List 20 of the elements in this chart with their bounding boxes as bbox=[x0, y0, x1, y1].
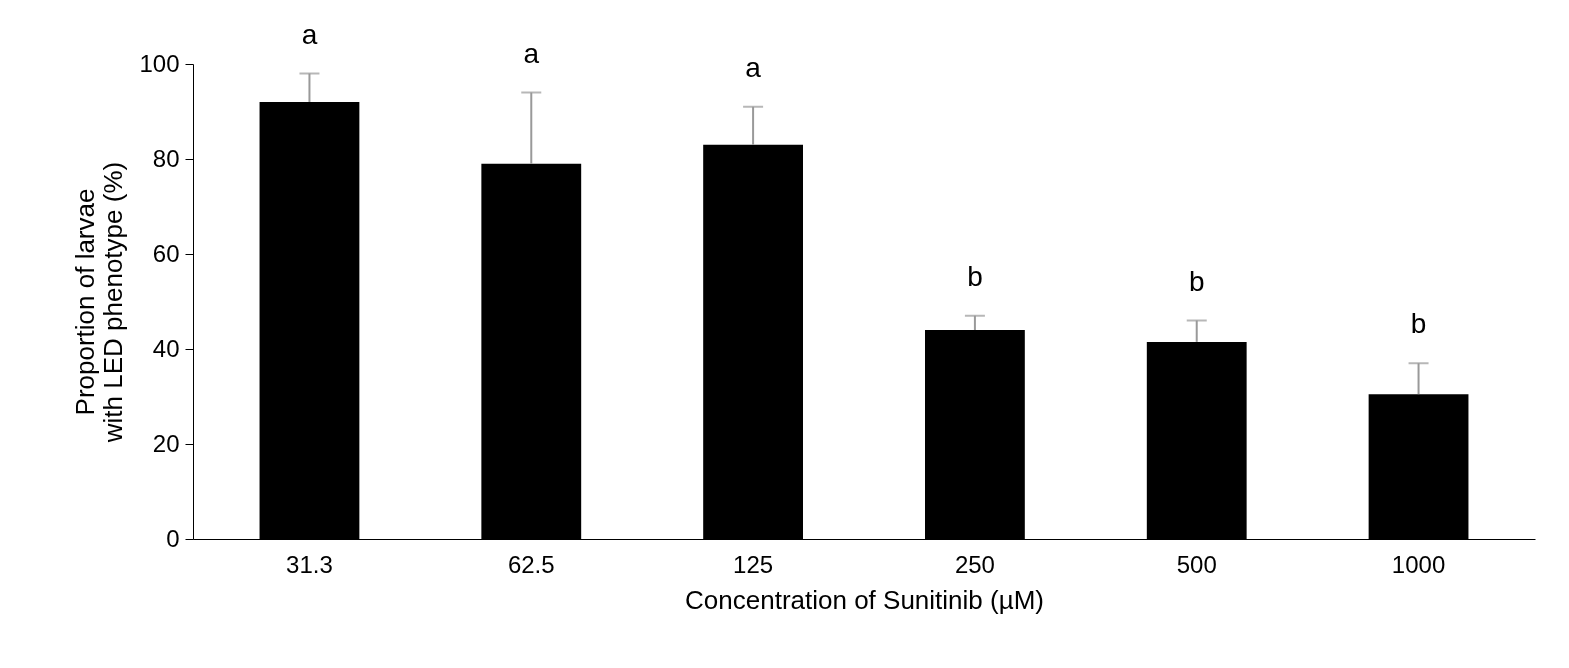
x-tick-label: 125 bbox=[733, 550, 774, 578]
annotation: b bbox=[1410, 308, 1427, 340]
y-tick-label: 100 bbox=[139, 49, 180, 77]
y-tick-label: 80 bbox=[152, 144, 180, 172]
x-tick-label: 62.5 bbox=[507, 550, 555, 578]
y-tick-label: 0 bbox=[166, 524, 180, 552]
y-tick-label: 20 bbox=[152, 429, 180, 457]
annotation: a bbox=[523, 37, 540, 69]
text: a bbox=[301, 18, 318, 50]
x-tick-label: 31.3 bbox=[286, 550, 333, 578]
y-tick-label: 40 bbox=[152, 334, 180, 362]
annotation: a bbox=[745, 51, 762, 83]
y-axis-title: Proportion of larvae with LED phenotype (%) bbox=[70, 161, 129, 444]
annotation: b bbox=[967, 260, 983, 292]
annotation: b bbox=[1188, 265, 1205, 297]
y-tick-label: 60 bbox=[152, 239, 180, 267]
x-axis-title: Concentration of Sunitinib (µM) bbox=[685, 584, 1044, 615]
x-tick-label: 250 bbox=[954, 550, 995, 578]
x-tick-label: 500 bbox=[1176, 550, 1217, 578]
x-tick-label: 1000 bbox=[1391, 550, 1446, 578]
